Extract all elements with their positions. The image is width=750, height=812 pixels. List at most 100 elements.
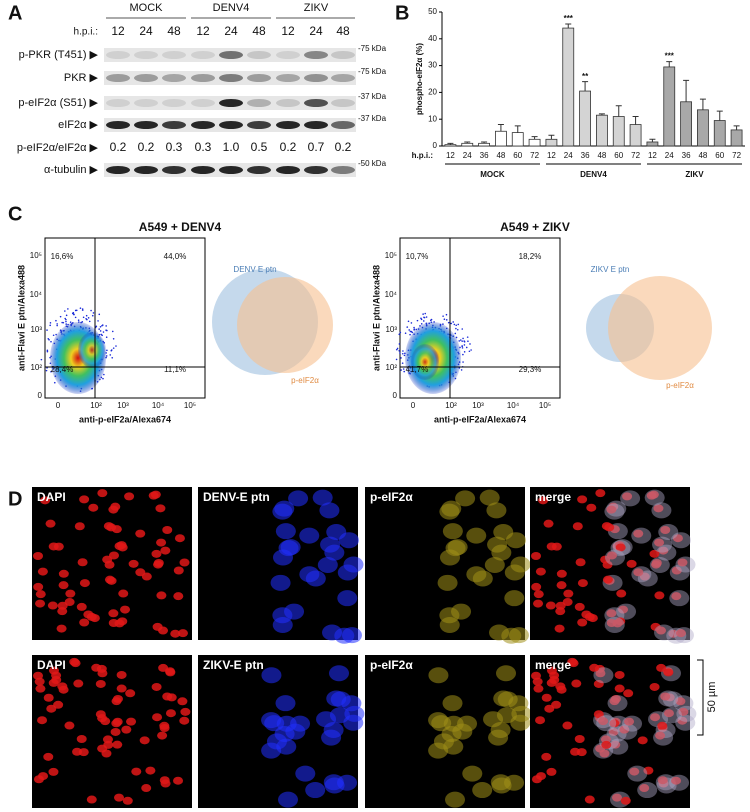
quadrant-percent: 10,7% — [406, 252, 429, 261]
event — [403, 370, 406, 373]
event — [98, 313, 101, 316]
nucleus — [536, 772, 547, 781]
error-bar — [582, 81, 589, 92]
band — [219, 166, 243, 174]
y-tick-label: 40 — [428, 34, 437, 43]
nucleus — [120, 605, 131, 614]
bar — [612, 116, 625, 147]
cell-signal — [457, 715, 478, 732]
nucleus — [174, 534, 185, 543]
nucleus — [612, 793, 623, 802]
event — [420, 318, 423, 321]
panel-label: D — [8, 488, 22, 510]
event — [46, 350, 49, 353]
nucleus — [574, 734, 585, 743]
error-bar — [649, 138, 656, 142]
event — [403, 354, 406, 357]
cell-signal — [620, 490, 641, 507]
nucleus — [678, 707, 689, 716]
x-tick-label: 48 — [698, 151, 707, 160]
event — [69, 321, 72, 323]
blot-label: p-PKR (T451) ▶ — [19, 49, 99, 61]
nucleus — [43, 752, 54, 761]
bar — [478, 142, 490, 147]
nucleus — [586, 503, 597, 512]
y-axis-label: phospho-eIF2α (%) — [415, 43, 424, 115]
nucleus — [117, 543, 128, 552]
ratio-label: p-eIF2α/eIF2α ▶ — [17, 142, 99, 154]
nucleus — [108, 551, 119, 560]
nucleus — [139, 736, 150, 745]
event — [429, 319, 432, 322]
nucleus — [610, 740, 621, 749]
cell-signal — [439, 616, 460, 633]
nucleus — [649, 549, 660, 558]
nucleus — [56, 624, 67, 633]
band — [247, 99, 271, 107]
bar — [646, 141, 659, 147]
bar — [663, 66, 676, 147]
bar — [680, 101, 692, 147]
nucleus — [575, 558, 586, 567]
nucleus — [78, 748, 89, 757]
nucleus — [589, 663, 600, 672]
band — [331, 166, 355, 174]
cell-signal — [616, 603, 637, 620]
nucleus — [97, 669, 108, 678]
cell-signal — [644, 489, 665, 506]
nucleus — [672, 534, 683, 543]
nucleus — [531, 552, 542, 561]
cell-signal — [270, 574, 291, 591]
event — [91, 314, 94, 317]
event — [455, 324, 458, 327]
venn-label: ZIKV E ptn — [591, 265, 630, 274]
cell-signal — [669, 590, 690, 607]
nucleus — [177, 697, 188, 706]
nucleus — [609, 719, 620, 728]
event — [64, 317, 66, 320]
nucleus — [577, 495, 588, 504]
nucleus — [657, 721, 668, 730]
event — [457, 323, 460, 326]
nucleus — [535, 567, 546, 576]
venn-label: p-eIF2α — [291, 376, 319, 385]
band — [162, 99, 186, 107]
error-bar — [514, 125, 521, 133]
nucleus — [77, 558, 88, 567]
event — [111, 330, 114, 333]
nucleus — [668, 629, 679, 638]
event — [62, 321, 65, 324]
channel-label: merge — [535, 658, 571, 672]
cell-signal — [675, 556, 696, 573]
event — [463, 351, 466, 353]
cell-signal — [431, 715, 452, 732]
event — [470, 349, 472, 351]
plot-title: A549 + ZIKV — [500, 220, 570, 234]
nucleus — [64, 721, 75, 730]
nucleus — [162, 692, 173, 701]
event — [56, 324, 58, 327]
nucleus — [37, 716, 48, 725]
cell-signal — [486, 502, 507, 519]
band — [276, 121, 300, 129]
cell-signal — [264, 715, 285, 732]
cell-signal — [658, 524, 679, 541]
cell-signal — [320, 536, 341, 553]
band — [134, 166, 158, 174]
nucleus — [619, 725, 630, 734]
nucleus — [541, 693, 552, 702]
nucleus — [677, 716, 688, 725]
nucleus — [535, 716, 546, 725]
error-bar — [666, 61, 673, 67]
nucleus — [533, 684, 544, 693]
blot-label: eIF2α ▶ — [58, 119, 98, 131]
nucleus — [45, 519, 56, 528]
nucleus — [118, 589, 129, 598]
error-bar — [632, 116, 639, 125]
cell-signal — [653, 729, 674, 746]
event — [406, 326, 409, 328]
nucleus — [671, 776, 682, 785]
nucleus — [593, 710, 604, 719]
nucleus — [104, 560, 115, 569]
error-bar — [447, 142, 454, 145]
